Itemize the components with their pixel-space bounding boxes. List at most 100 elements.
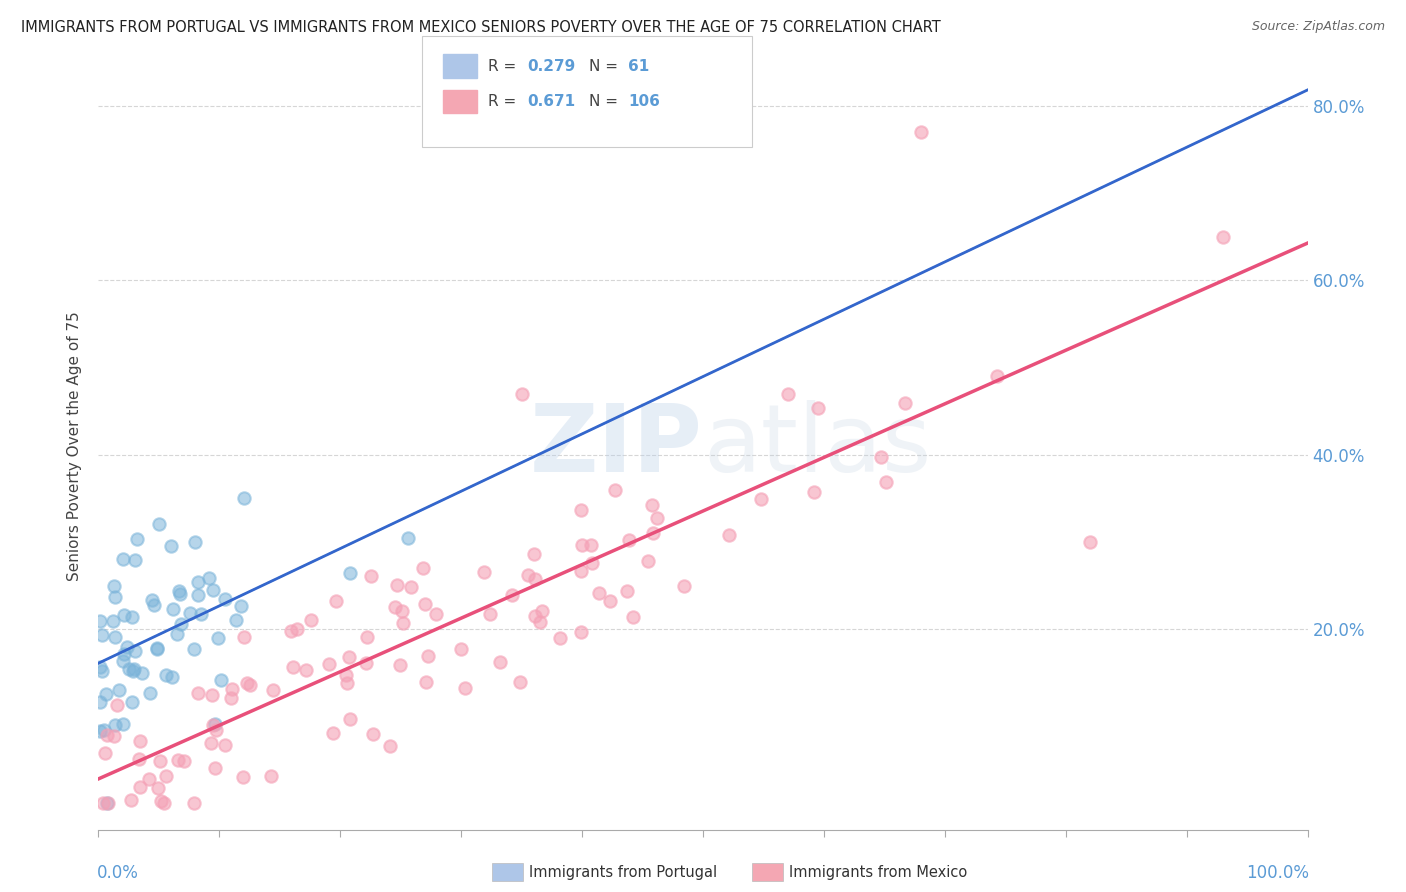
Point — [104, 590, 127, 604]
Text: N =: N = — [589, 59, 623, 73]
Text: N =: N = — [589, 95, 623, 109]
Point — [96, 797, 118, 811]
Point — [131, 665, 153, 680]
Point — [336, 676, 359, 690]
Point — [150, 794, 173, 808]
Point — [803, 484, 825, 499]
Point — [531, 604, 554, 618]
Point — [139, 686, 162, 700]
Y-axis label: Seniors Poverty Over the Age of 75: Seniors Poverty Over the Age of 75 — [67, 311, 83, 581]
Point — [360, 569, 382, 583]
Point — [425, 607, 447, 621]
Point — [146, 641, 169, 656]
Point — [120, 793, 142, 807]
Point — [160, 540, 183, 554]
Point — [517, 567, 540, 582]
Point — [204, 761, 226, 775]
Point — [201, 688, 224, 702]
Point — [112, 654, 135, 668]
Point — [225, 613, 247, 627]
Point — [162, 602, 184, 616]
Text: 0.0%: 0.0% — [97, 864, 139, 882]
Text: Immigrants from Mexico: Immigrants from Mexico — [789, 865, 967, 880]
Point — [155, 769, 177, 783]
Point — [197, 571, 219, 585]
Text: atlas: atlas — [703, 400, 931, 492]
Point — [118, 662, 141, 676]
Point — [183, 797, 205, 811]
Point — [603, 483, 626, 497]
Point — [169, 587, 191, 601]
Point — [749, 492, 772, 507]
Text: 0.671: 0.671 — [527, 95, 575, 109]
Point — [202, 583, 225, 598]
Point — [160, 670, 183, 684]
Point — [280, 624, 302, 638]
Point — [214, 592, 236, 607]
Point — [173, 754, 195, 768]
Point — [214, 738, 236, 752]
Point — [339, 566, 361, 581]
Point — [221, 682, 243, 697]
Point — [101, 614, 124, 628]
Point — [416, 648, 439, 663]
Point — [166, 627, 188, 641]
Point — [89, 614, 111, 628]
Point — [179, 606, 201, 620]
Point — [645, 510, 668, 524]
Point — [335, 667, 357, 681]
Point — [501, 588, 523, 602]
Point — [103, 578, 125, 592]
Point — [385, 578, 408, 592]
Point — [105, 698, 128, 713]
Point — [588, 586, 610, 600]
Text: 100.0%: 100.0% — [1246, 864, 1309, 882]
Point — [124, 644, 146, 658]
Point — [121, 695, 143, 709]
Point — [91, 797, 114, 811]
Point — [529, 615, 551, 630]
Point — [579, 538, 602, 552]
Point — [415, 675, 437, 690]
Point — [523, 547, 546, 561]
Point — [399, 580, 422, 594]
Point — [112, 716, 135, 731]
Point — [616, 584, 638, 599]
Point — [183, 641, 205, 656]
Point — [412, 560, 434, 574]
Point — [204, 717, 226, 731]
Point — [388, 658, 411, 673]
Point — [153, 797, 176, 811]
Point — [294, 663, 316, 677]
Point — [94, 746, 117, 760]
Text: R =: R = — [488, 95, 522, 109]
Point — [524, 572, 547, 586]
Point — [129, 734, 152, 748]
Point — [124, 553, 146, 567]
Point — [453, 681, 475, 695]
Text: Immigrants from Portugal: Immigrants from Portugal — [529, 865, 717, 880]
Point — [384, 600, 406, 615]
Point — [205, 723, 228, 737]
Point — [128, 752, 150, 766]
Point — [187, 574, 209, 589]
Point — [122, 662, 145, 676]
Point — [474, 565, 496, 579]
Point — [122, 664, 145, 678]
Point — [325, 594, 347, 608]
Point — [548, 631, 571, 645]
Point — [322, 726, 344, 740]
Point — [285, 623, 308, 637]
Point — [337, 650, 360, 665]
Point — [90, 665, 112, 679]
Point — [233, 630, 256, 644]
Text: 0.279: 0.279 — [527, 59, 575, 73]
Point — [619, 533, 641, 547]
Point — [125, 532, 148, 546]
Point — [392, 615, 415, 630]
Point — [396, 532, 419, 546]
Point — [259, 769, 281, 783]
Point — [356, 630, 378, 644]
Point — [413, 597, 436, 611]
Point — [89, 660, 111, 674]
